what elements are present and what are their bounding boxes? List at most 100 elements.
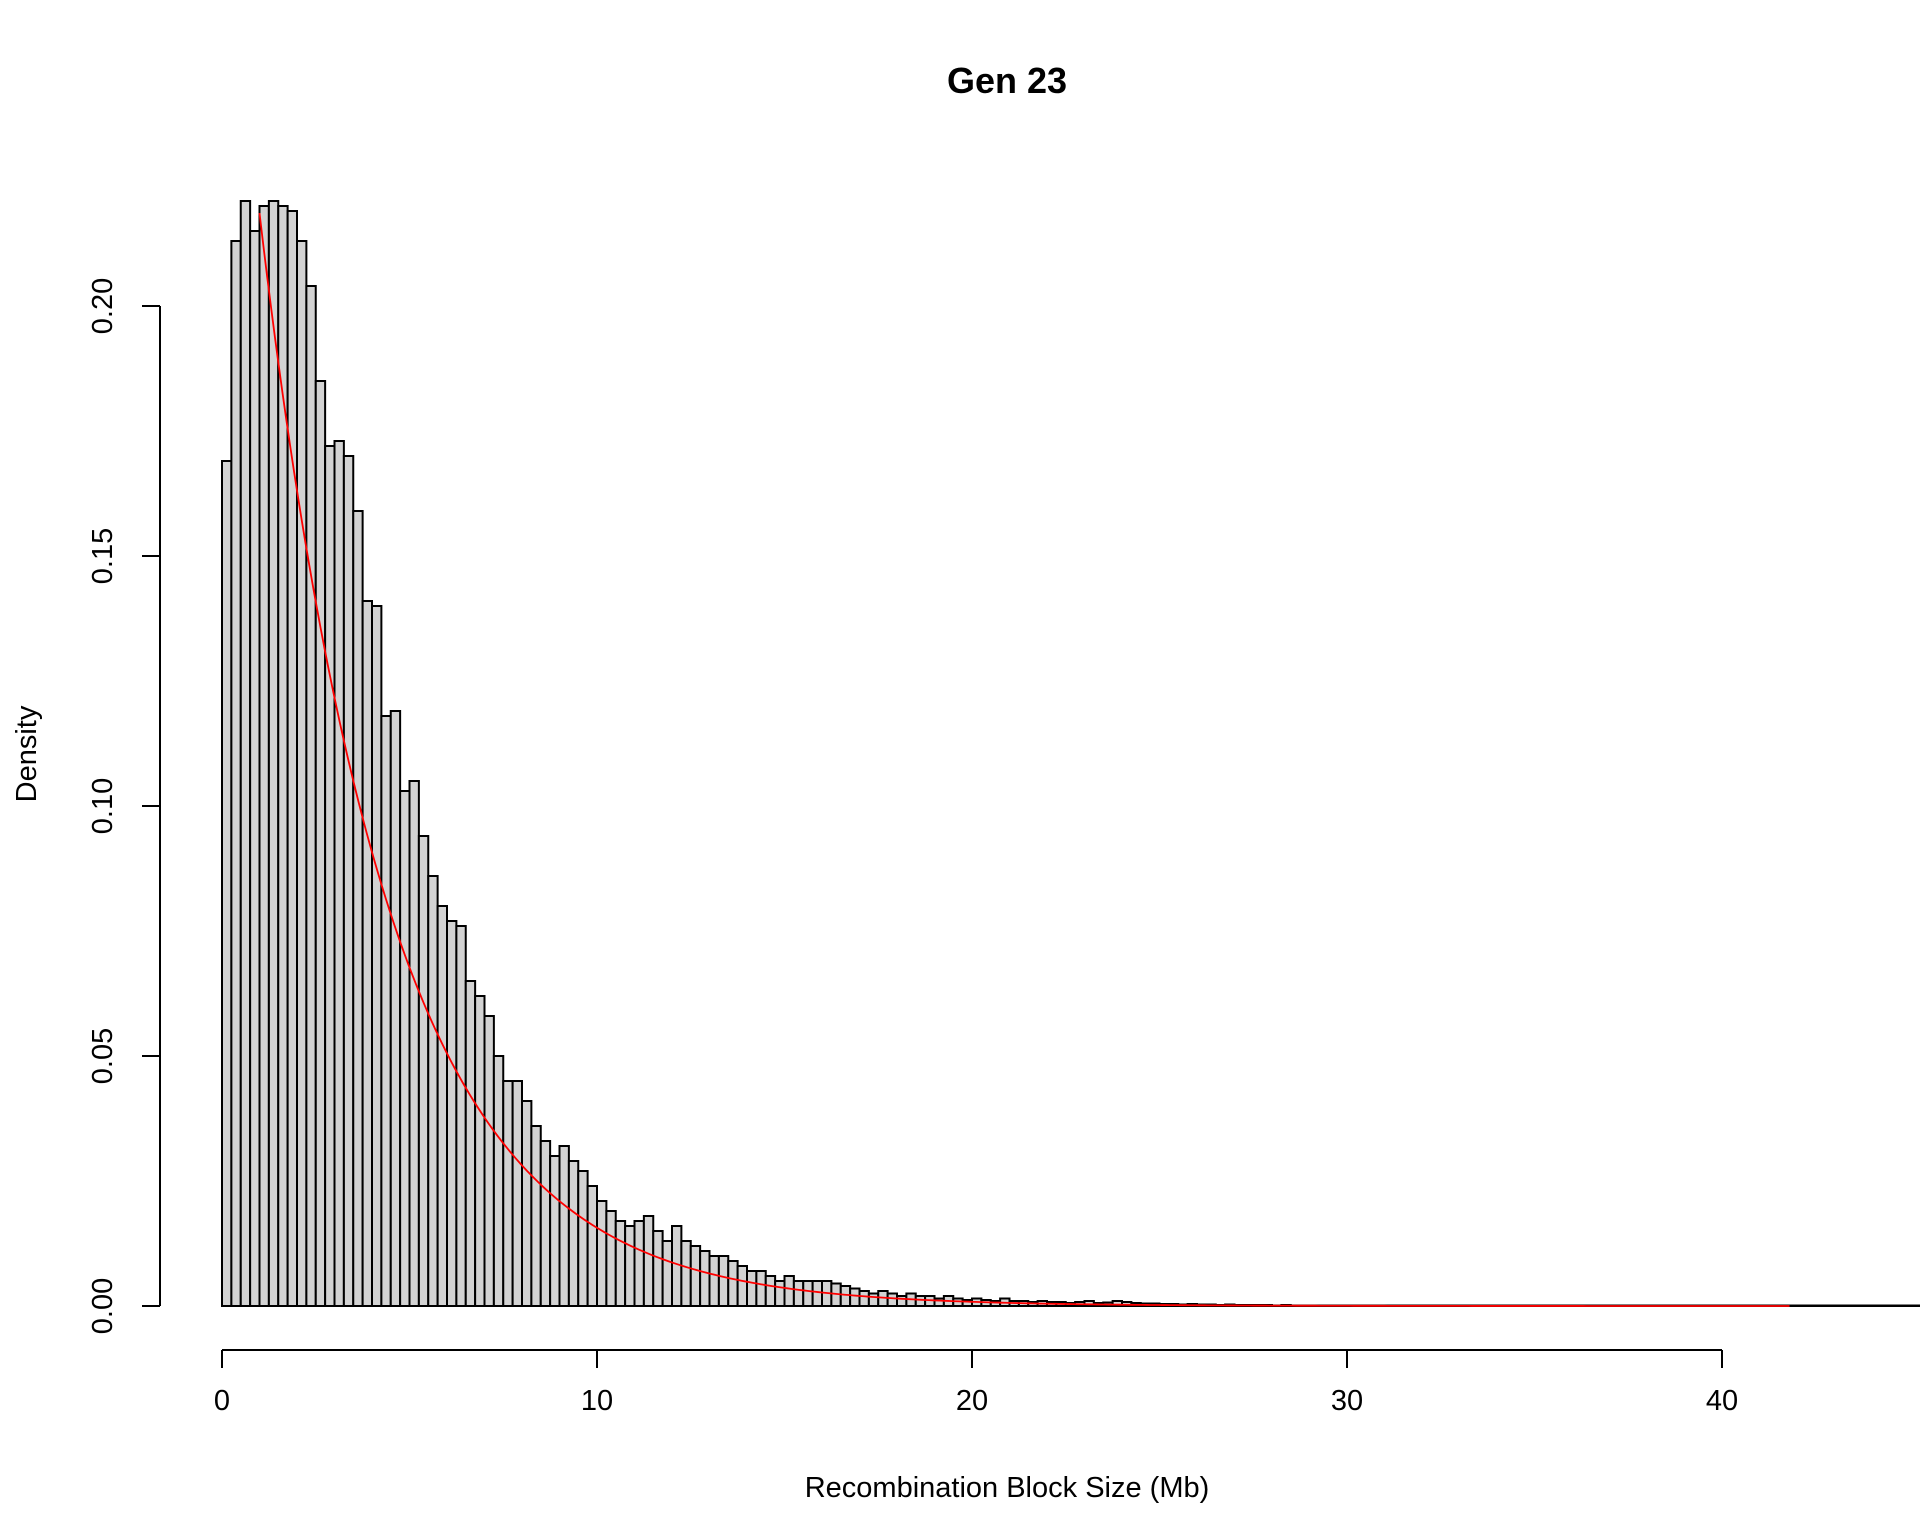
histogram-bar (296, 240, 308, 1307)
histogram-bar (1861, 1304, 1873, 1307)
y-axis: 0.00 0.05 0.10 0.15 0.20 (87, 278, 161, 1334)
histogram-bar (230, 240, 242, 1307)
histogram-bar (642, 1215, 655, 1307)
y-tick-label: 0.05 (87, 1028, 119, 1084)
histogram-bar (427, 875, 439, 1307)
histogram-bar (567, 1160, 580, 1307)
histogram-bar (305, 285, 317, 1307)
histogram-bar (1842, 1304, 1855, 1307)
histogram-bar (736, 1265, 748, 1307)
histogram-bar (727, 1260, 739, 1307)
histogram-bar (858, 1290, 870, 1307)
histogram-bar (492, 1055, 505, 1307)
histogram-bar (1824, 1304, 1836, 1307)
histogram-bar (1889, 1304, 1902, 1307)
histogram-bar (455, 925, 467, 1307)
histogram-bar (746, 1270, 758, 1307)
y-tick-label: 0.20 (87, 278, 119, 334)
histogram-bar (1880, 1304, 1892, 1307)
histogram-bar (717, 1255, 730, 1307)
histogram-bar (502, 1080, 514, 1307)
histogram-bar (1814, 1304, 1827, 1307)
histogram-bar (380, 715, 392, 1307)
histogram-bar (1805, 1304, 1817, 1307)
histogram-bar (342, 455, 355, 1307)
histogram-bar (596, 1200, 608, 1307)
histogram-bar (371, 605, 383, 1307)
histogram-bar (464, 980, 477, 1307)
y-axis-label: Density (11, 705, 43, 802)
histogram-bar (446, 920, 458, 1307)
histogram-bar (849, 1287, 861, 1307)
histogram-bar (624, 1225, 636, 1307)
fit-curve (258, 212, 1790, 1307)
histogram-bar (558, 1145, 570, 1307)
histogram-bar (839, 1285, 852, 1307)
histogram-bar (352, 510, 364, 1307)
x-tick-label: 0 (214, 1385, 230, 1417)
x-tick-label: 30 (1331, 1385, 1363, 1417)
histogram-bar (802, 1280, 814, 1307)
histogram-bar (258, 205, 270, 1307)
histogram-bar (521, 1100, 533, 1307)
histogram-bar (1871, 1304, 1883, 1307)
y-tick-label: 0.00 (87, 1278, 119, 1334)
histogram-bar (896, 1295, 908, 1307)
histogram-bar (530, 1125, 542, 1307)
histogram-bar (389, 710, 402, 1307)
histogram-bar (314, 380, 327, 1307)
histogram-bar (605, 1210, 617, 1307)
histogram-bar (1852, 1304, 1864, 1307)
histogram-bar (1908, 1304, 1920, 1307)
histogram-bar (680, 1240, 692, 1307)
histogram-bar (811, 1280, 823, 1307)
histogram-bar (633, 1220, 645, 1307)
histogram-bar (689, 1245, 702, 1307)
histogram-bar (333, 440, 345, 1307)
histogram-bar (886, 1292, 898, 1307)
histogram-bar (1796, 1304, 1808, 1307)
histogram-bar (783, 1275, 795, 1307)
histogram-bar (661, 1240, 673, 1307)
histogram-bar (549, 1155, 561, 1307)
histogram-bar (483, 1015, 495, 1307)
x-axis-label: Recombination Block Size (Mb) (805, 1472, 1210, 1504)
histogram-bar (539, 1140, 552, 1307)
histogram-bar (267, 200, 280, 1307)
histogram-bar (436, 905, 448, 1307)
histogram-bar (1833, 1304, 1845, 1307)
histogram-bar (399, 790, 411, 1307)
histogram-bar (652, 1230, 664, 1307)
histogram-bar (586, 1185, 598, 1307)
histogram-bar (511, 1080, 523, 1307)
y-tick-label: 0.15 (87, 528, 119, 584)
histogram-bar (324, 445, 336, 1307)
histogram-bar (914, 1295, 927, 1307)
y-tick-label: 0.10 (87, 778, 119, 834)
x-axis: 0 10 20 30 40 (214, 1349, 1738, 1417)
histogram-bars (221, 200, 1920, 1307)
x-tick-label: 10 (581, 1385, 613, 1417)
histogram-bar (792, 1280, 805, 1307)
histogram-bar (774, 1280, 786, 1307)
histogram-bar (221, 460, 233, 1307)
histogram-bar (614, 1220, 627, 1307)
histogram-bar (474, 995, 486, 1307)
histogram-bar (286, 210, 298, 1307)
histogram-bar (1917, 1304, 1920, 1307)
histogram-bar (708, 1255, 720, 1307)
x-tick-label: 20 (956, 1385, 988, 1417)
histogram-bar (755, 1270, 767, 1307)
chart-title: Gen 23 (947, 60, 1067, 101)
histogram-bar (577, 1170, 589, 1307)
histogram-bar (699, 1250, 711, 1307)
histogram-bar (239, 200, 252, 1307)
histogram-bar (361, 600, 373, 1307)
x-tick-label: 40 (1706, 1385, 1738, 1417)
histogram-bar (417, 835, 430, 1307)
histogram-bar (408, 780, 420, 1307)
histogram-bar (249, 230, 261, 1307)
histogram-bar (867, 1292, 880, 1307)
histogram-bar (764, 1275, 777, 1307)
